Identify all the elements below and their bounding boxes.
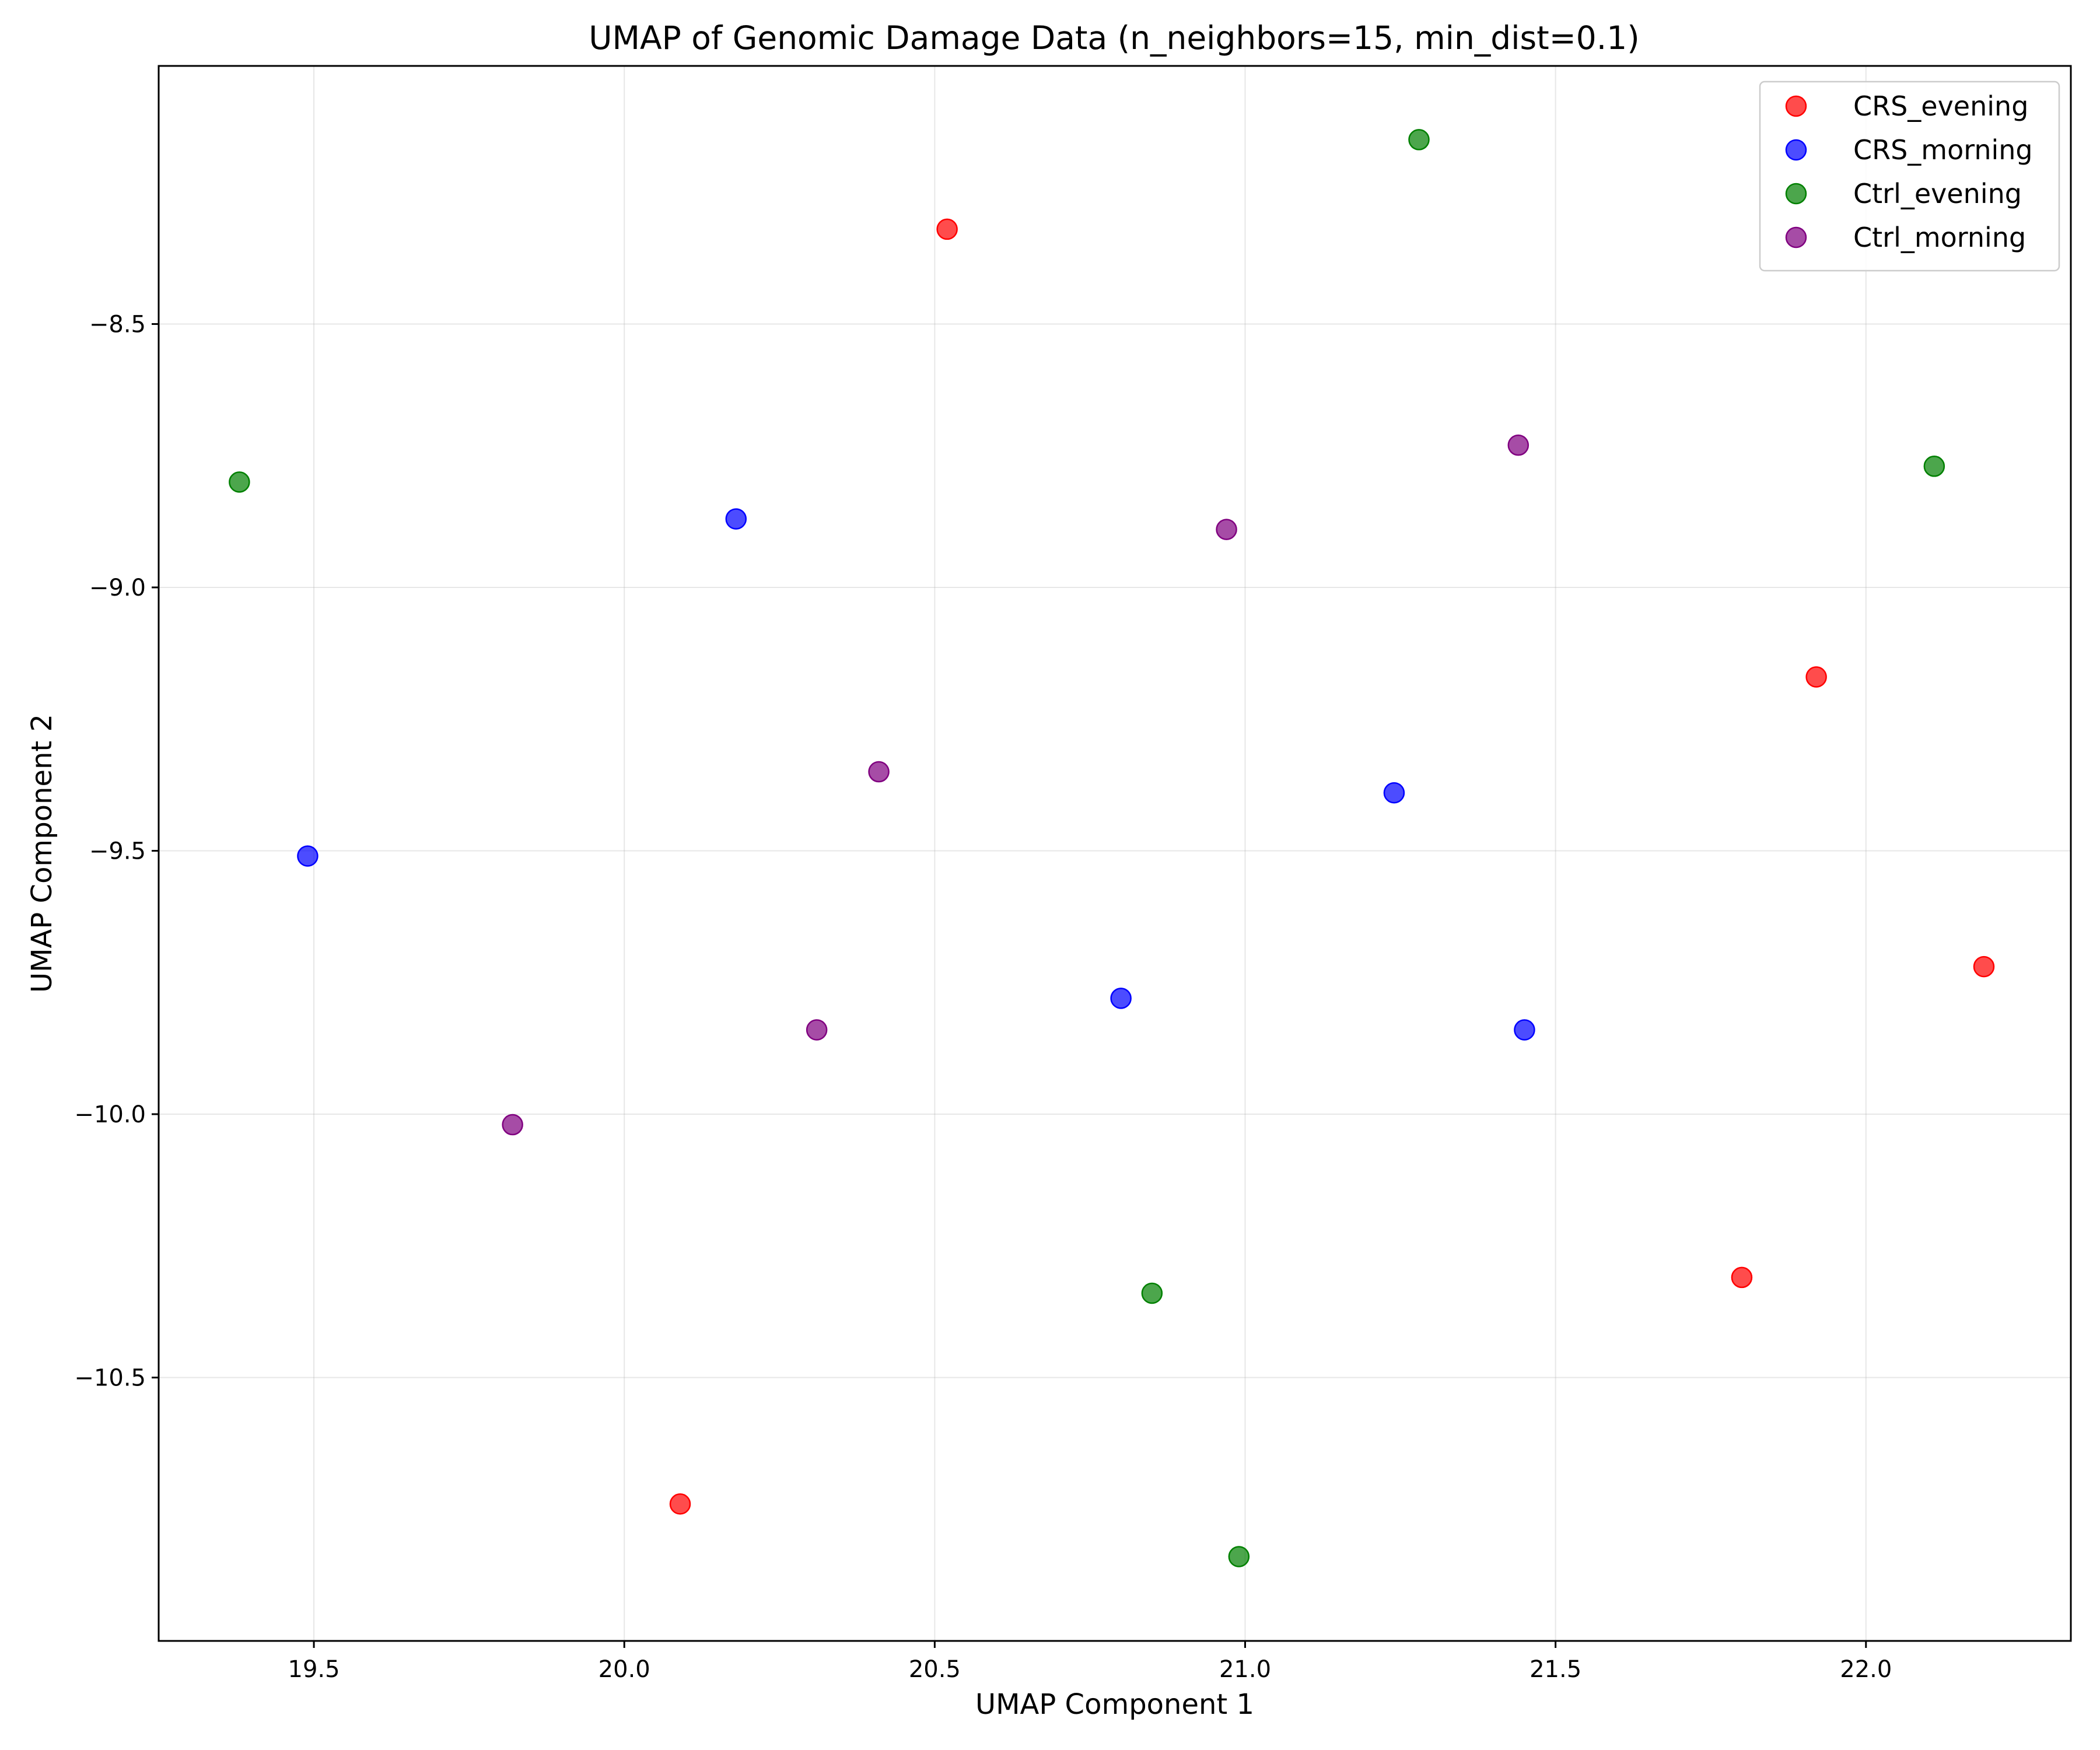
legend-box — [1759, 80, 2060, 272]
data-point-crs-evening — [1805, 666, 1827, 688]
y-tick-label: −10.5 — [74, 1364, 146, 1391]
legend-label: CRS_evening — [1853, 90, 2028, 122]
chart-title: UMAP of Genomic Damage Data (n_neighbors… — [589, 19, 1639, 57]
data-point-crs-morning — [1110, 988, 1132, 1009]
axis-ticks: 19.5 20.0 20.5 21.0 21.5 22.0 −8.5 −9.0 −9.5 −10.… — [74, 311, 1892, 1683]
plot-frame — [158, 65, 2072, 1642]
data-point-ctrl-morning — [1507, 434, 1530, 456]
y-tick-label: −8.5 — [89, 311, 146, 338]
legend: CRS_evening CRS_morning Ctrl_evening Ctrl_m… — [1759, 80, 2060, 272]
data-point-ctrl-morning — [1216, 519, 1237, 540]
data-points — [229, 129, 1995, 1567]
x-tick-label: 19.5 — [288, 1656, 340, 1683]
grid — [159, 66, 2071, 1641]
data-point-crs-evening — [1731, 1266, 1753, 1289]
data-point-crs-morning — [1514, 1019, 1535, 1041]
x-tick-label: 21.5 — [1530, 1656, 1581, 1683]
legend-label: CRS_morning — [1853, 134, 2033, 166]
data-point-crs-evening — [669, 1493, 691, 1515]
y-tick-label: −9.5 — [89, 838, 146, 864]
data-point-ctrl-morning — [806, 1019, 828, 1041]
data-point-crs-morning — [725, 508, 747, 530]
legend-label: Ctrl_evening — [1853, 178, 2022, 209]
legend-marker — [1785, 139, 1807, 161]
x-axis-label: UMAP Component 1 — [975, 1688, 1254, 1721]
data-point-crs-evening — [1973, 956, 1995, 978]
data-point-crs-evening — [936, 218, 958, 240]
legend-marker — [1785, 95, 1807, 117]
legend-marker — [1785, 226, 1807, 249]
data-point-ctrl-evening — [1228, 1546, 1250, 1567]
data-point-crs-morning — [297, 845, 318, 867]
x-tick-label: 20.5 — [909, 1656, 961, 1683]
x-tick-label: 21.0 — [1219, 1656, 1271, 1683]
x-tick-label: 20.0 — [598, 1656, 650, 1683]
data-point-ctrl-morning — [502, 1114, 523, 1136]
y-tick-label: −10.0 — [74, 1101, 146, 1128]
y-tick-label: −9.0 — [89, 575, 146, 601]
x-tick-label: 22.0 — [1840, 1656, 1892, 1683]
y-axis-label: UMAP Component 2 — [26, 714, 58, 993]
data-point-ctrl-evening — [1141, 1282, 1163, 1304]
data-point-ctrl-evening — [1408, 129, 1430, 150]
legend-marker — [1785, 183, 1807, 205]
legend-label: Ctrl_morning — [1853, 222, 2026, 253]
data-point-ctrl-morning — [868, 761, 890, 783]
data-point-crs-morning — [1383, 782, 1405, 804]
data-point-ctrl-evening — [229, 471, 250, 493]
data-point-ctrl-evening — [1923, 456, 1945, 477]
